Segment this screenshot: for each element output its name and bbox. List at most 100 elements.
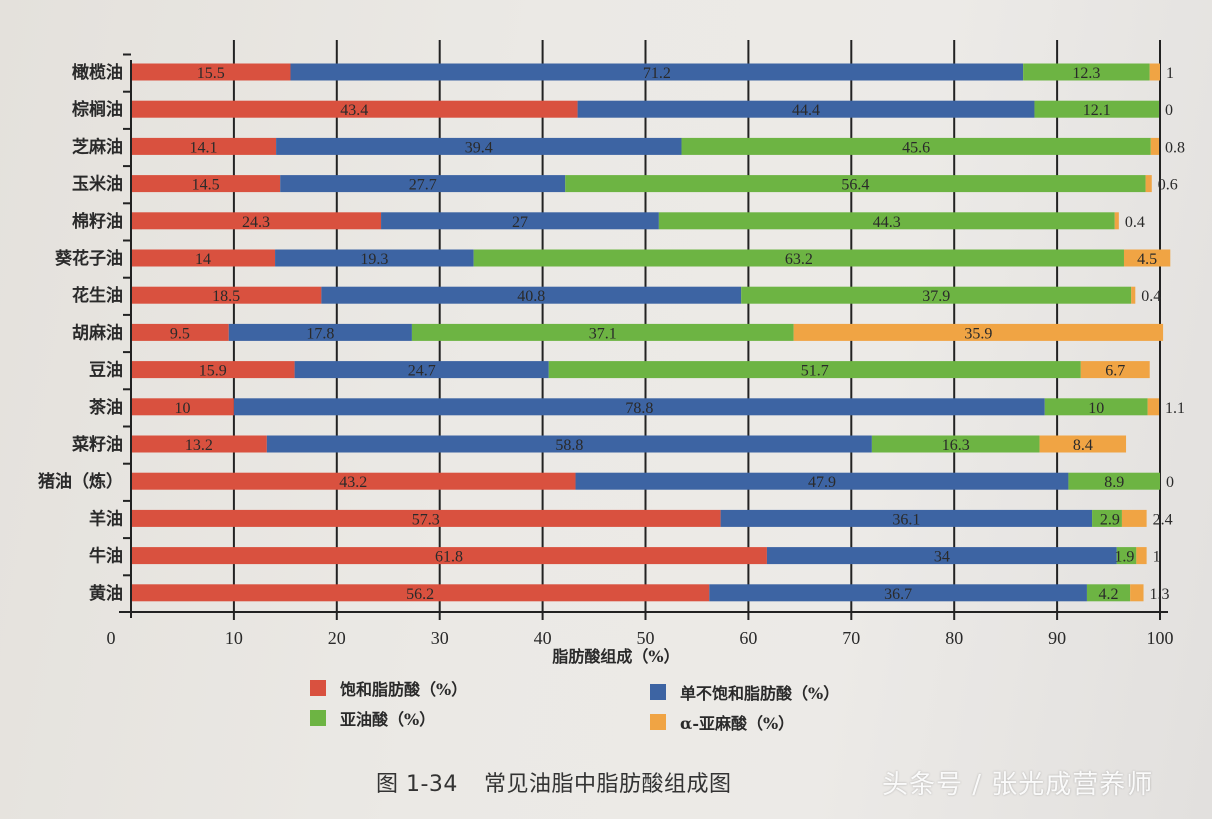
value-label: 27.7 [409, 177, 437, 194]
value-label: 4.2 [1099, 586, 1119, 603]
bar-segment [1149, 63, 1160, 81]
figure-caption: 图 1-34 常见油脂中脂肪酸组成图 [376, 766, 731, 798]
value-label: 0.4 [1141, 288, 1161, 305]
value-label: 19.3 [360, 251, 388, 268]
bar-segment [131, 323, 229, 341]
bar-segment [131, 63, 291, 81]
watermark: 头条号 / 张光成营养师 [882, 770, 1154, 800]
x-tick-label: 70 [842, 628, 860, 648]
value-label: 1.3 [1150, 586, 1170, 603]
value-label: 16.3 [942, 437, 970, 454]
bar-segment [131, 100, 578, 118]
bar-segment [290, 63, 1024, 81]
bar-segment [280, 175, 566, 193]
x-tick-label: 40 [534, 628, 552, 648]
bar-segment [411, 323, 794, 341]
legend-swatch-green [310, 710, 326, 726]
x-tick-label: 20 [328, 628, 346, 648]
axes: 0 10 20 30 40 50 60 70 80 90 100橄榄油棕榈油芝麻油玉米油棉籽油葵花子… [38, 53, 1174, 648]
value-label: 14 [195, 251, 211, 268]
bar-segment [709, 584, 1087, 602]
value-label: 56.4 [841, 177, 869, 194]
legend-item-monounsaturated: 单不饱和脂肪酸（%） [650, 680, 839, 704]
bar-segment [275, 249, 474, 267]
value-label: 43.4 [340, 102, 368, 119]
bar-row: 14.1 39.4 45.6 0.8 [131, 137, 1185, 156]
x-tick-label: 100 [1147, 628, 1174, 648]
bar-segment [276, 137, 682, 155]
legend-label: 单不饱和脂肪酸（%） [680, 684, 840, 703]
bar-segment [1150, 137, 1159, 155]
bar-segment [1086, 584, 1131, 602]
bar-segment [1034, 100, 1159, 118]
bar-segment [766, 547, 1117, 565]
value-label: 37.9 [922, 288, 950, 305]
bar-segment [131, 361, 295, 379]
bar-segment [473, 249, 1124, 267]
bar-segment [793, 323, 1164, 341]
value-label: 27 [512, 214, 528, 231]
value-label: 18.5 [212, 288, 240, 305]
bar-segment [131, 472, 576, 490]
figure-title: 常见油脂中脂肪酸组成图 [483, 772, 732, 797]
value-label: 44.3 [873, 214, 901, 231]
x-tick-label: 90 [1048, 628, 1066, 648]
x-tick-label: 60 [739, 628, 757, 648]
legend-label: α-亚麻酸（%） [680, 714, 795, 733]
value-label: 24.7 [408, 363, 436, 380]
value-label: 2.9 [1100, 511, 1120, 528]
value-label: 43.2 [339, 474, 367, 491]
bar-row: 18.5 40.8 37.9 0.4 [131, 286, 1161, 305]
bar-segment [577, 100, 1035, 118]
legend-label: 亚油酸（%） [340, 710, 436, 729]
bar-segment [1147, 398, 1159, 416]
category-label: 棉籽油 [72, 211, 123, 232]
bar-row: 15.9 24.7 51.7 6.7 [131, 361, 1150, 380]
bar-row: 56.2 36.7 4.2 1.3 [131, 584, 1170, 603]
category-label: 羊油 [89, 508, 123, 529]
category-label: 胡麻油 [72, 322, 123, 343]
bar-segment [1023, 63, 1150, 81]
bar-segment [131, 212, 382, 230]
legend: 饱和脂肪酸（%） 单不饱和脂肪酸（%） 亚油酸（%） α-亚麻酸（%） [310, 676, 910, 736]
value-label: 1.1 [1165, 400, 1185, 417]
legend-item-linoleic: 亚油酸（%） [310, 706, 435, 730]
category-label: 棕榈油 [72, 99, 123, 120]
bar-segment [1114, 212, 1119, 230]
bar-segment [720, 509, 1093, 527]
value-label: 1 [1153, 549, 1161, 566]
bar-segment [131, 137, 277, 155]
bar-segment [1116, 547, 1137, 565]
category-label: 花生油 [72, 285, 123, 306]
bar-segment [548, 361, 1081, 379]
bar-segment [1130, 584, 1144, 602]
legend-item-alpha-linolenic: α-亚麻酸（%） [650, 710, 794, 734]
value-label: 71.2 [643, 65, 671, 82]
bar-row: 43.4 44.4 12.1 0 [131, 100, 1173, 119]
bar-segment [131, 584, 710, 602]
category-label: 芝麻油 [72, 136, 123, 157]
bar-row: 57.3 36.1 2.9 2.4 [131, 509, 1173, 528]
legend-swatch-blue [650, 684, 666, 700]
bar-segment [321, 286, 742, 304]
value-label: 17.8 [306, 325, 334, 342]
bar-segment [741, 286, 1132, 304]
category-label: 黄油 [89, 583, 123, 604]
bar-segment [681, 137, 1151, 155]
value-label: 13.2 [185, 437, 213, 454]
legend-swatch-orange [650, 714, 666, 730]
bar-segment [131, 509, 721, 527]
x-axis-title: 脂肪酸组成（%） [552, 647, 679, 666]
value-label: 14.5 [192, 177, 220, 194]
value-label: 51.7 [801, 363, 829, 380]
value-label: 44.4 [792, 102, 820, 119]
bar-row: 24.3 27 44.3 0.4 [131, 212, 1145, 231]
value-label: 47.9 [808, 474, 836, 491]
bar-row: 14 19.3 63.2 4.5 [131, 249, 1171, 268]
bar-segment [1044, 398, 1148, 416]
value-label: 36.7 [884, 586, 912, 603]
value-label: 63.2 [785, 251, 813, 268]
value-label: 9.5 [170, 325, 190, 342]
x-tick-label: 0 [107, 628, 116, 648]
